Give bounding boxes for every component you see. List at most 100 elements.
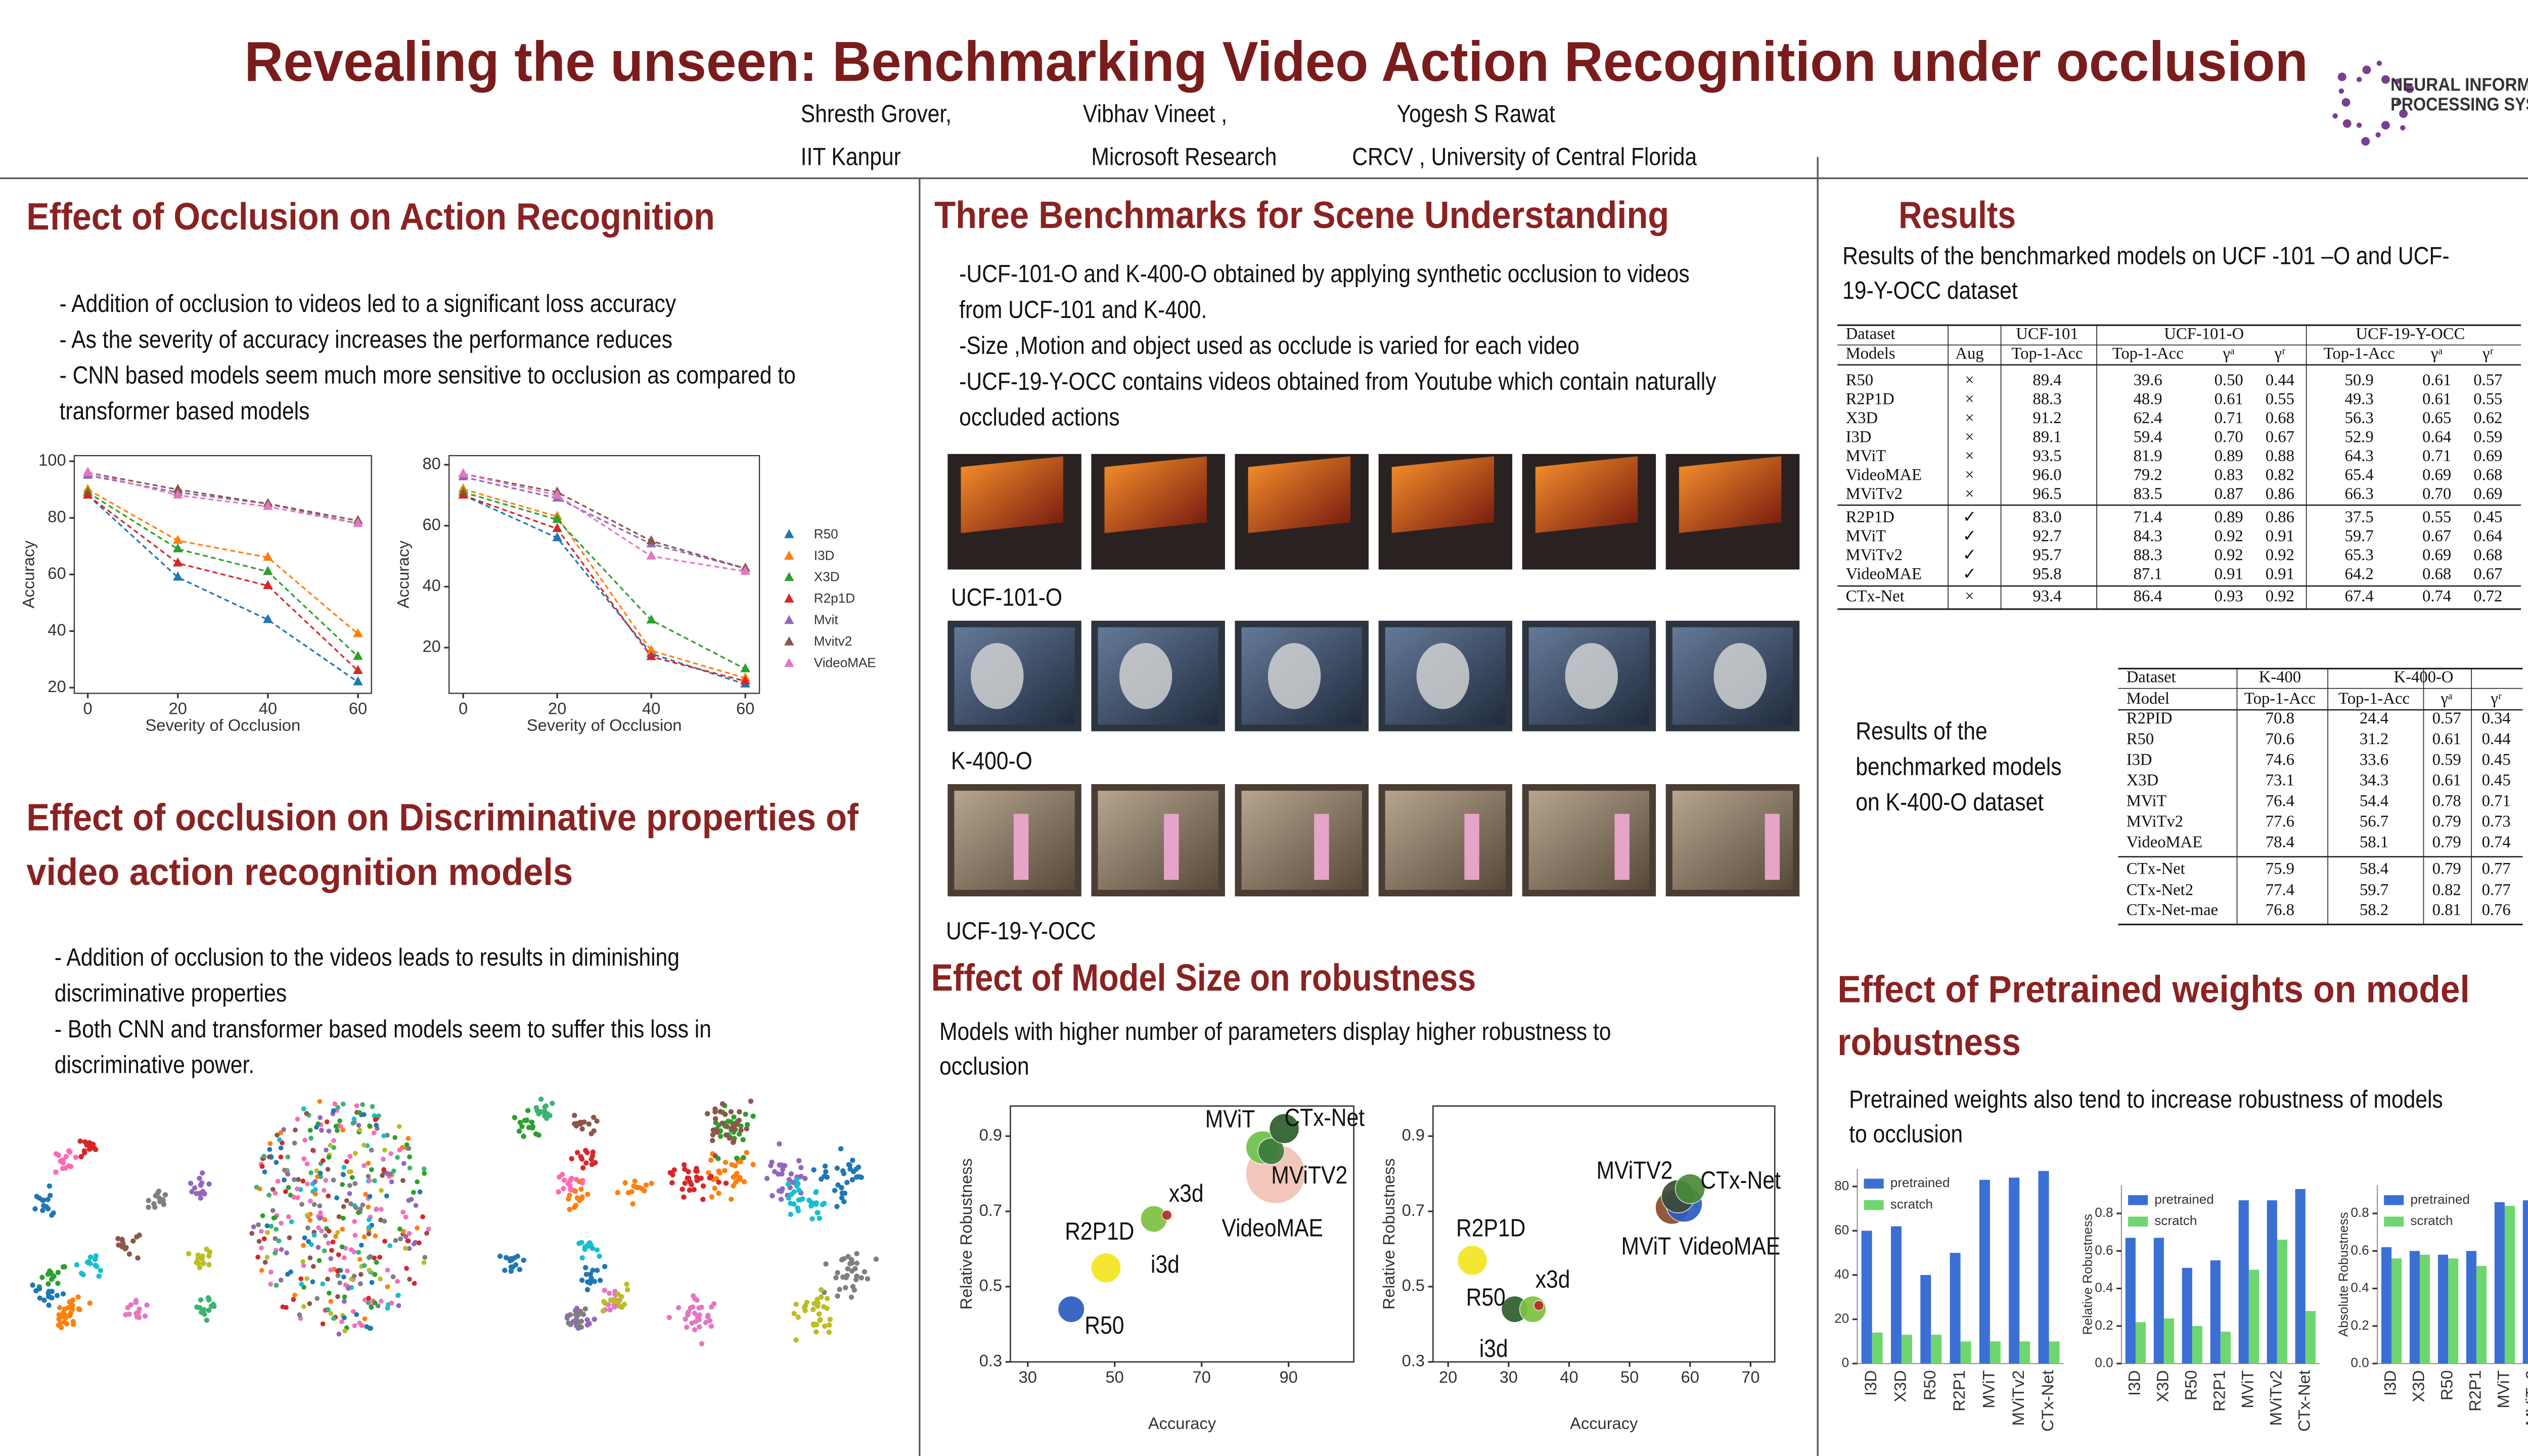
tsne-point	[843, 1285, 848, 1291]
tsne-point	[608, 1297, 614, 1303]
tsne-point	[335, 1294, 340, 1299]
tsne-point	[351, 1116, 357, 1122]
tsne-point	[533, 1131, 539, 1137]
tsne-point	[340, 1226, 345, 1232]
point-marker	[646, 550, 656, 560]
tsne-point	[259, 1267, 264, 1273]
point-marker	[740, 663, 750, 672]
tsne-point	[56, 1153, 62, 1158]
tsne-point	[388, 1151, 394, 1156]
bar	[1950, 1253, 1961, 1364]
tsne-point	[78, 1154, 84, 1160]
tsne-point	[649, 1180, 654, 1186]
point-marker	[172, 534, 183, 544]
y-tick-label: 20	[423, 637, 441, 656]
section-heading: Effect of occlusion on Discriminative pr…	[26, 796, 859, 839]
table-cell: R2P1D	[1846, 390, 1894, 408]
tsne-point	[815, 1303, 821, 1309]
tsne-point	[255, 1254, 260, 1260]
point-marker	[172, 543, 183, 553]
table-cell: 0.61	[2422, 371, 2451, 389]
tsne-point	[578, 1186, 584, 1192]
table-cell: MViTv2	[1846, 546, 1903, 564]
person	[1013, 813, 1029, 880]
tsne-point	[266, 1192, 272, 1198]
table-cell: 74.6	[2266, 751, 2294, 769]
tsne-point	[577, 1119, 583, 1125]
tsne-point	[373, 1117, 378, 1122]
point-marker	[263, 552, 273, 561]
table-cell: CTx-Net2	[2127, 881, 2193, 899]
legend-marker	[784, 636, 794, 646]
table-cell: 93.4	[2033, 587, 2061, 606]
tsne-point	[328, 1256, 334, 1261]
table-cell: 0.61	[2422, 390, 2451, 408]
bar	[1960, 1341, 1971, 1364]
tsne-point	[375, 1303, 381, 1308]
table-header: γʳ	[2482, 345, 2494, 363]
tsne-point	[395, 1155, 400, 1160]
tsne-point	[308, 1170, 313, 1175]
affiliation: IIT Kanpur	[801, 143, 901, 170]
dataset-label: K-400-O	[951, 748, 1032, 775]
point-marker	[353, 518, 363, 527]
tsne-point	[366, 1300, 371, 1305]
tsne-point	[512, 1255, 517, 1261]
tsne-point	[790, 1179, 796, 1186]
body-text: -UCF-101-O and K-400-O obtained by apply…	[959, 260, 1690, 288]
author: Yogesh S Rawat	[1396, 101, 1555, 128]
tsne-point	[712, 1153, 718, 1159]
tsne-point	[576, 1198, 582, 1203]
table-cell: 37.5	[2345, 508, 2374, 526]
tsne-point	[304, 1276, 309, 1281]
tsne-point	[373, 1233, 378, 1239]
table-header: UCF-101	[2016, 325, 2078, 343]
tsne-point	[559, 1171, 565, 1177]
tsne-point	[541, 1108, 548, 1114]
tsne-point	[806, 1197, 812, 1203]
person	[1614, 813, 1630, 880]
tsne-point	[601, 1299, 607, 1304]
person	[1314, 813, 1329, 880]
table-cell: 0.72	[2473, 587, 2502, 606]
tsne-point	[267, 1141, 273, 1146]
person	[1765, 813, 1780, 880]
tsne-point	[817, 1317, 823, 1323]
tsne-point	[834, 1204, 840, 1209]
logo-text: PROCESSING SYSTEMS	[2390, 94, 2528, 114]
legend-marker	[784, 529, 794, 538]
table-cell: 87.1	[2134, 565, 2162, 583]
bar	[2182, 1267, 2192, 1364]
table-cell: 84.3	[2134, 527, 2162, 545]
tsne-point	[853, 1166, 859, 1172]
plot-frame	[1010, 1105, 1355, 1363]
tsne-point	[854, 1273, 860, 1279]
table-cell: 0.74	[2482, 833, 2511, 851]
table-cell: 88.3	[2134, 546, 2162, 564]
tsne-point	[719, 1101, 726, 1107]
tsne-point	[526, 1124, 532, 1130]
y-axis-label: Absolute Robustness	[2336, 1212, 2351, 1337]
table-cell: VideoMAE	[1846, 565, 1922, 583]
tsne-point	[195, 1256, 201, 1261]
bar	[2009, 1177, 2020, 1364]
tsne-point	[256, 1239, 262, 1244]
table-cell: R50	[1846, 371, 1873, 389]
tsne-point	[741, 1179, 747, 1185]
tsne-point	[335, 1105, 340, 1110]
tsne-point	[60, 1165, 66, 1171]
tsne-point	[292, 1141, 297, 1146]
tsne-point	[91, 1145, 97, 1151]
tsne-point	[839, 1185, 844, 1191]
tsne-point	[251, 1224, 256, 1230]
tsne-point	[317, 1215, 323, 1221]
tsne-point	[162, 1192, 168, 1198]
tsne-point	[366, 1296, 371, 1301]
tsne-point	[272, 1215, 278, 1220]
tsne-point	[310, 1279, 315, 1285]
tsne-point	[320, 1281, 326, 1287]
point-marker	[172, 557, 183, 567]
table-cell: 96.5	[2033, 485, 2061, 503]
tsne-point	[317, 1099, 323, 1104]
tsne-point	[859, 1275, 865, 1281]
